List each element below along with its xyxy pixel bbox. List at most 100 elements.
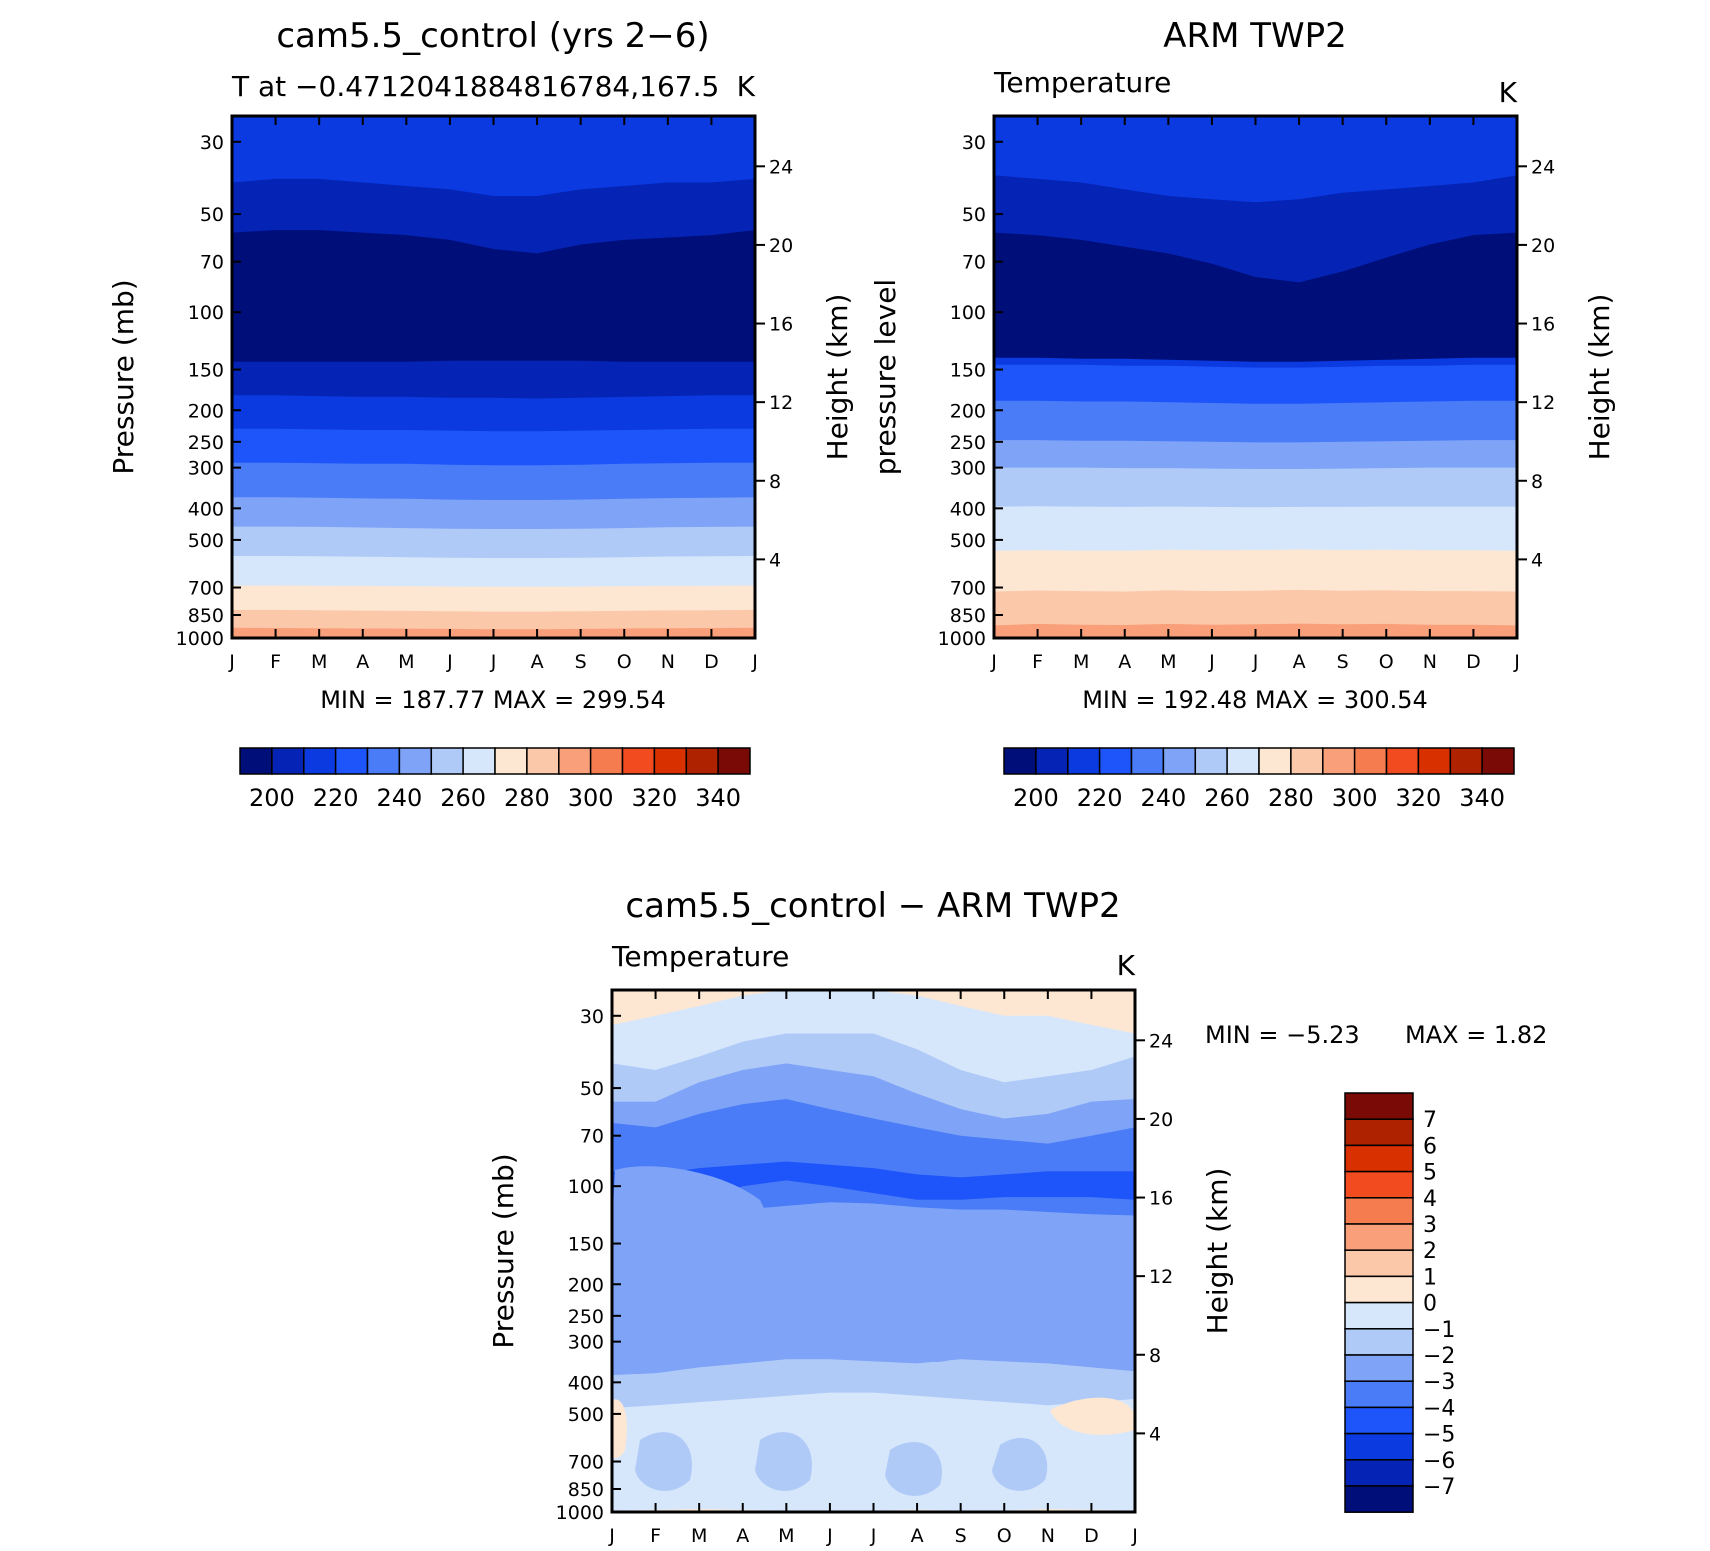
height-tick-label: 16 [1531, 314, 1555, 336]
x-tick-label: J [1252, 651, 1259, 673]
height-tick-label: 12 [1149, 1266, 1173, 1288]
colorbar-swatch [1344, 1249, 1414, 1278]
colorbar-label: 300 [568, 784, 614, 812]
colorbar-swatch [1344, 1118, 1414, 1147]
height-tick-label: 24 [1531, 156, 1555, 178]
x-tick-label: A [531, 651, 544, 673]
panel-diff-units: K [1117, 949, 1136, 982]
height-tick-label: 8 [769, 471, 781, 493]
x-tick-label: N [1423, 651, 1437, 673]
colorbar-swatch [1344, 1170, 1414, 1199]
contour-blob [967, 1271, 1092, 1362]
x-tick-label: J [826, 1525, 833, 1547]
colorbar-swatch [1344, 1223, 1414, 1251]
colorbar-label: 220 [313, 784, 359, 812]
panel-diff-axes: J F M A M J J A S O N D J 30 50 70 100 150 200 250 300 400 500… [556, 990, 1173, 1547]
x-tick-label: M [311, 651, 327, 673]
colorbar-swatch [303, 747, 337, 775]
pressure-tick-label: 400 [950, 498, 986, 520]
panel-model: cam5.5_control (yrs 2−6) T at −0.4712041… [107, 16, 854, 812]
height-tick-label: 24 [769, 156, 793, 178]
colorbar-label: 240 [1140, 784, 1186, 812]
pressure-tick-label: 250 [568, 1306, 604, 1328]
colorbar-label: 300 [1332, 784, 1378, 812]
pressure-tick-label: 500 [188, 530, 224, 552]
x-tick-label: J [1208, 651, 1215, 673]
colorbar-swatch [398, 747, 433, 775]
x-tick-label: A [1293, 651, 1306, 673]
colorbar-swatch [1344, 1275, 1414, 1304]
contour-blob [885, 1442, 942, 1496]
colorbar-swatch [1098, 747, 1133, 775]
x-tick-label: J [870, 1525, 877, 1547]
colorbar-label: 340 [695, 784, 741, 812]
panel-diff: cam5.5_control − ARM TWP2 Temperature K … [487, 886, 1547, 1547]
panel-model-axes: J F M A M J J A S O N D J 30 50 70 100 150 200 250 300 400 500… [176, 116, 793, 673]
colorbar-label: −2 [1423, 1344, 1455, 1369]
panel-obs-stats: MIN = 192.48 MAX = 300.54 [1082, 686, 1428, 714]
colorbar-label: −1 [1423, 1318, 1455, 1343]
colorbar-label: 240 [376, 784, 422, 812]
colorbar-swatch [589, 747, 624, 775]
pressure-tick-label: 100 [950, 302, 986, 324]
x-tick-label: M [1160, 651, 1176, 673]
colorbar-label: 5 [1423, 1161, 1437, 1186]
contour-band [994, 116, 1517, 203]
height-tick-label: 20 [769, 235, 793, 257]
pressure-tick-label: 700 [188, 578, 224, 600]
panel-model-stats: MIN = 187.77 MAX = 299.54 [320, 686, 666, 714]
panel-obs-units: K [1499, 76, 1518, 109]
pressure-tick-label: 30 [962, 132, 986, 154]
colorbar-swatch [334, 747, 369, 775]
panel-model-subtitle: T at −0.4712041884816784,167.5 [231, 70, 719, 103]
pressure-tick-label: 150 [188, 360, 224, 382]
colorbar-label: 280 [1268, 784, 1314, 812]
pressure-tick-label: 300 [188, 458, 224, 480]
pressure-tick-label: 850 [950, 605, 986, 627]
pressure-tick-label: 70 [962, 252, 986, 274]
pressure-tick-label: 400 [188, 498, 224, 520]
colorbar-label: 200 [249, 784, 295, 812]
colorbar-swatch [685, 747, 719, 775]
colorbar-label: 340 [1459, 784, 1505, 812]
pressure-tick-label: 50 [580, 1078, 604, 1100]
pressure-tick-label: 70 [200, 252, 224, 274]
pressure-tick-label: 400 [568, 1372, 604, 1394]
pressure-tick-label: 50 [200, 204, 224, 226]
contour-blob [858, 1262, 982, 1362]
colorbar-swatch [494, 747, 528, 775]
x-tick-label: S [955, 1525, 967, 1547]
pressure-tick-label: 100 [568, 1176, 604, 1198]
pressure-tick-label: 1000 [176, 628, 224, 650]
pressure-tick-label: 100 [188, 302, 224, 324]
panel-diff-ylabel: Pressure (mb) [487, 1153, 520, 1348]
panel-obs-contour-fill [994, 116, 1517, 638]
colorbar-swatch [1344, 1092, 1414, 1120]
colorbar-label: 280 [504, 784, 550, 812]
contour-blob [755, 1432, 812, 1491]
contour-blob [992, 1437, 1048, 1491]
colorbar-label: 4 [1423, 1187, 1437, 1212]
colorbar-label: 200 [1013, 784, 1059, 812]
colorbar-swatch [1344, 1144, 1414, 1173]
x-tick-label: J [1513, 651, 1520, 673]
colorbar-swatch [366, 747, 401, 775]
colorbar-swatch [1481, 747, 1515, 775]
colorbar-swatch [1322, 747, 1356, 775]
colorbar-swatch [1344, 1301, 1414, 1330]
colorbar-label: 6 [1423, 1134, 1437, 1159]
panel-model-ylabel-right: Height (km) [821, 294, 854, 461]
pressure-tick-label: 150 [568, 1234, 604, 1256]
pressure-tick-label: 850 [568, 1479, 604, 1501]
height-tick-label: 4 [769, 549, 781, 571]
x-tick-label: N [1041, 1525, 1055, 1547]
panel-obs-subtitle: Temperature [993, 66, 1171, 99]
colorbar-label: −7 [1423, 1475, 1455, 1500]
pressure-tick-label: 200 [188, 400, 224, 422]
colorbar-swatch [1353, 747, 1388, 775]
height-tick-label: 20 [1149, 1109, 1173, 1131]
colorbar-swatch [1344, 1197, 1414, 1225]
pressure-tick-label: 250 [188, 432, 224, 454]
